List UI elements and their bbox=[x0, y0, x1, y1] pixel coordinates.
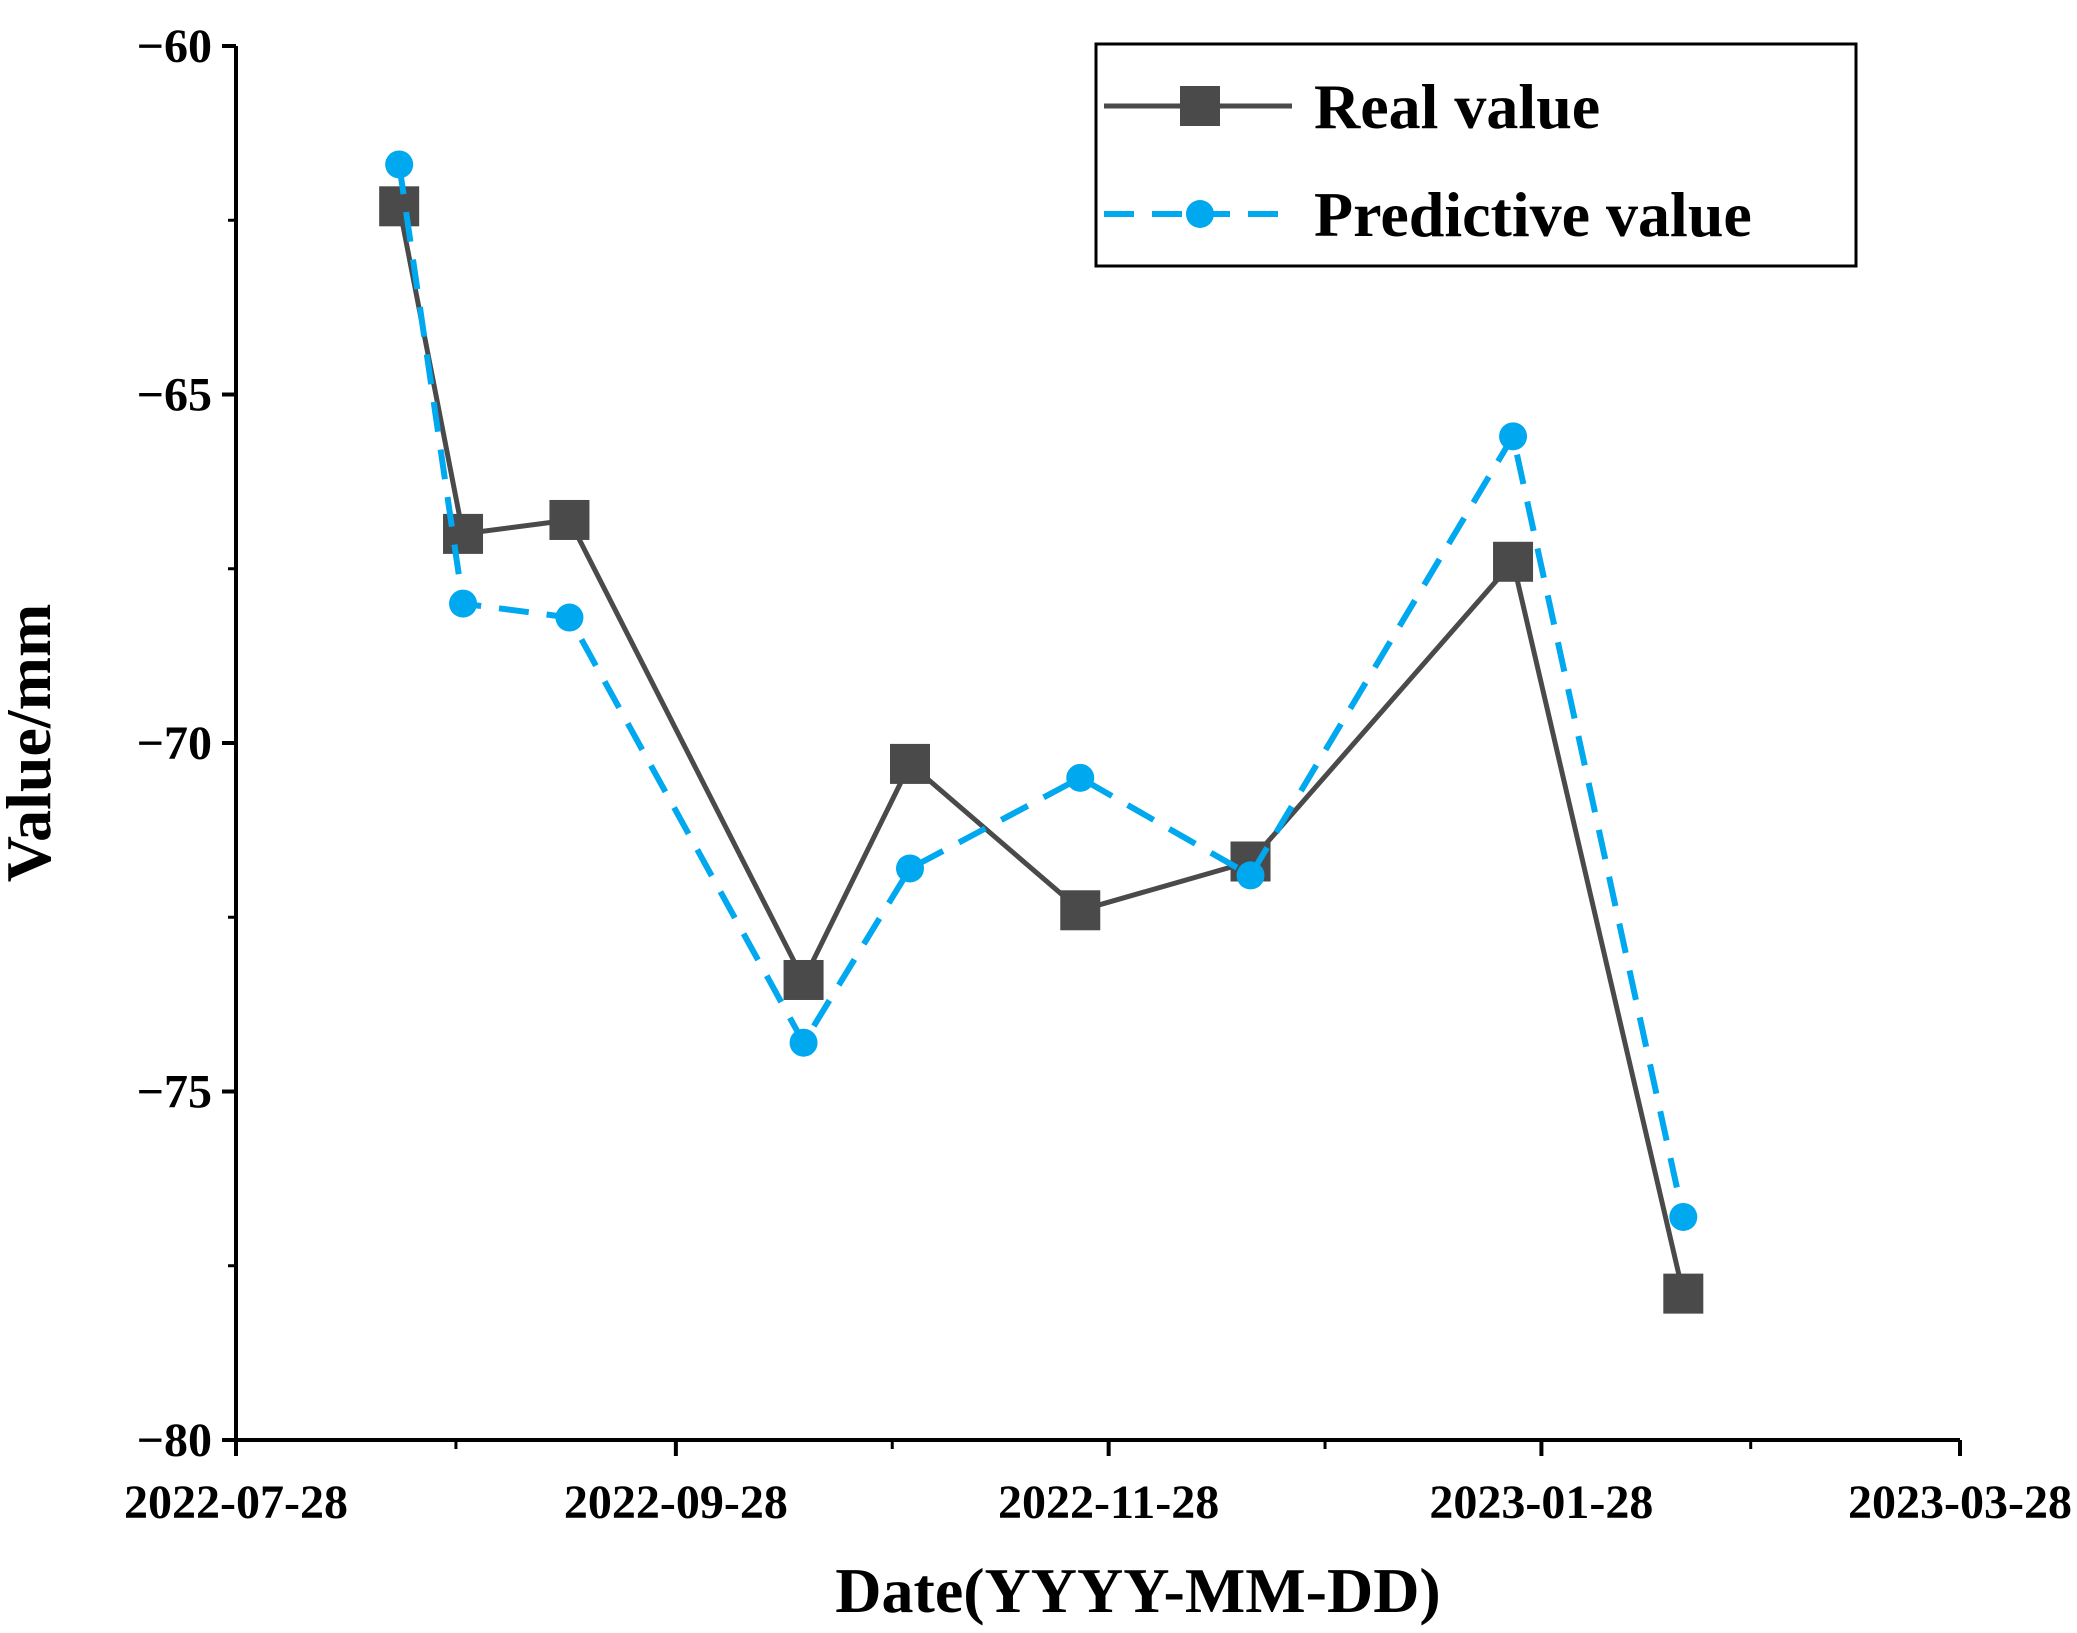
series-real-value bbox=[379, 186, 1704, 1314]
series-line bbox=[396, 164, 1687, 1218]
legend-label: Real value bbox=[1314, 71, 1600, 142]
data-point-circle bbox=[1499, 422, 1528, 451]
data-point-square bbox=[889, 743, 930, 784]
data-point-circle bbox=[1066, 763, 1095, 792]
series-line bbox=[396, 205, 1686, 1295]
series-predictive-value bbox=[385, 150, 1698, 1231]
data-point-square bbox=[783, 959, 824, 1000]
x-tick-label: 2023-03-28 bbox=[1848, 1476, 2072, 1529]
data-point-circle bbox=[1669, 1202, 1698, 1231]
data-point-square bbox=[379, 186, 420, 227]
data-point-square bbox=[549, 499, 590, 540]
legend: Real value Predictive value bbox=[1094, 42, 1858, 268]
x-axis-title: Date(YYYY-MM-DD) bbox=[835, 1555, 1440, 1626]
y-tick-label: −80 bbox=[137, 1414, 212, 1467]
x-tick-label: 2023-01-28 bbox=[1429, 1476, 1653, 1529]
data-point-square bbox=[1663, 1273, 1704, 1314]
x-tick-label: 2022-11-28 bbox=[998, 1476, 1219, 1529]
data-point-circle bbox=[895, 854, 924, 883]
legend-box bbox=[1094, 42, 1858, 268]
series-layer bbox=[379, 150, 1704, 1314]
data-point-square bbox=[1493, 541, 1534, 582]
y-axis-title: Value/mm bbox=[0, 604, 64, 883]
x-tick-label: 2022-09-28 bbox=[564, 1476, 788, 1529]
y-tick-label: −75 bbox=[137, 1066, 212, 1119]
data-point-circle bbox=[555, 603, 584, 632]
legend-label: Predictive value bbox=[1314, 179, 1752, 250]
legend-marker-square bbox=[1180, 86, 1220, 126]
data-point-square bbox=[1060, 890, 1101, 931]
data-point-circle bbox=[789, 1028, 818, 1057]
x-tick-label: 2022-07-28 bbox=[124, 1476, 348, 1529]
data-point-circle bbox=[449, 589, 478, 618]
y-tick-label: −65 bbox=[137, 369, 212, 422]
data-point-circle bbox=[1236, 861, 1265, 890]
y-tick-label: −70 bbox=[137, 717, 212, 770]
data-point-circle bbox=[385, 150, 414, 179]
legend-marker-circle bbox=[1186, 200, 1214, 228]
axes: −60 −65 −70 −75 −80 2022-07-28 2022-09-28 2022-… bbox=[124, 20, 2072, 1529]
y-tick-label: −60 bbox=[137, 20, 212, 73]
